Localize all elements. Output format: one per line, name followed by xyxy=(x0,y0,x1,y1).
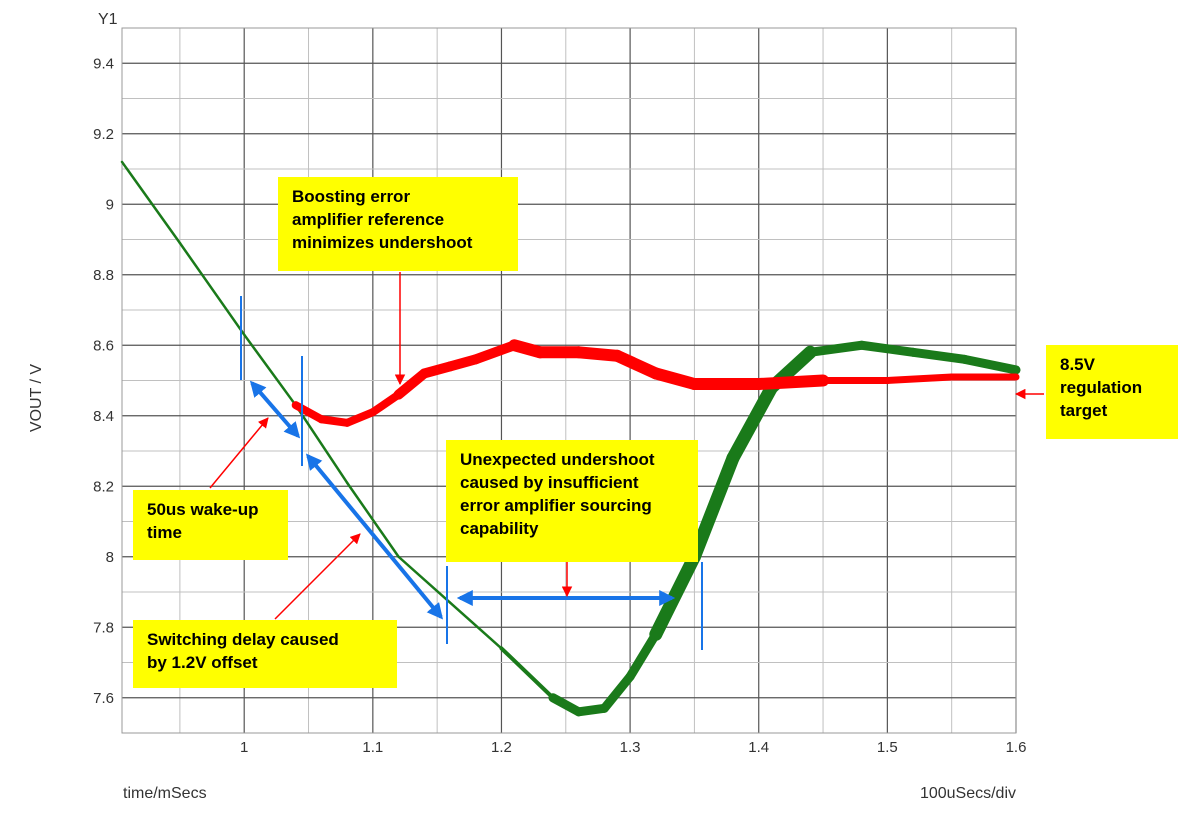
y-tick-label: 8.8 xyxy=(93,267,114,284)
undershoot-note-line: error amplifier sourcing xyxy=(460,496,652,515)
x-tick-label: 1.3 xyxy=(620,739,641,756)
series-green-line-segment xyxy=(448,601,503,650)
series-green-line-segment xyxy=(625,629,661,682)
boost-note: Boosting error amplifier reference minim… xyxy=(278,177,518,271)
plot-frame xyxy=(121,27,1017,734)
wake-note-line: 50us wake-up xyxy=(147,500,259,519)
series-red-line-segment xyxy=(611,349,662,380)
wake-note-line: time xyxy=(147,523,182,542)
trace-label: Y1 xyxy=(98,11,118,28)
series-green-line-segment xyxy=(805,340,867,357)
target-note: 8.5V regulation target xyxy=(1046,345,1178,439)
y-tick-label: 8.6 xyxy=(93,337,114,354)
target-note-line: 8.5V xyxy=(1060,355,1095,374)
series-red-line-segment xyxy=(470,340,520,365)
series-green-line-segment xyxy=(599,672,635,713)
delay-note-line: by 1.2V offset xyxy=(147,653,258,672)
delay-callout-arrow xyxy=(274,533,361,620)
target-note-line: regulation xyxy=(1060,378,1143,397)
series-green-line-segment xyxy=(857,340,918,357)
series-green-line-segment xyxy=(726,381,779,465)
y-tick-label: 8.4 xyxy=(93,408,114,425)
x-tick-label: 1.6 xyxy=(1006,739,1027,756)
switching-delay-arrow xyxy=(305,453,444,620)
series-red-line-segment xyxy=(317,415,352,427)
series-red-line-segment xyxy=(883,373,956,384)
series-green-line-segment xyxy=(499,646,555,700)
y-tick-label: 9.2 xyxy=(93,126,114,143)
y-tick-label: 7.6 xyxy=(93,690,114,707)
x-tick-label: 1.5 xyxy=(877,739,898,756)
x-tick-labels: 1 1.1 1.2 1.3 1.4 1.5 1.6 xyxy=(240,739,1026,756)
y-tick-label: 8.2 xyxy=(93,478,114,495)
series-green-line-segment xyxy=(649,550,701,641)
x-axis-label: time/mSecs xyxy=(123,785,207,802)
target-note-line: target xyxy=(1060,401,1108,420)
series-red-line-segment xyxy=(393,368,430,400)
x-scale-label: 100uSecs/div xyxy=(920,785,1016,802)
x-tick-label: 1 xyxy=(240,739,248,756)
undershoot-note: Unexpected undershoot caused by insuffic… xyxy=(446,440,698,562)
undershoot-note-line: capability xyxy=(460,519,539,538)
y-tick-label: 7.8 xyxy=(93,619,114,636)
y-tick-label: 9.4 xyxy=(93,55,114,72)
wake-callout-arrow xyxy=(209,417,269,489)
timing-markers xyxy=(240,296,703,650)
boost-note-line: amplifier reference xyxy=(292,210,445,229)
series-green-line-segment xyxy=(178,241,246,336)
callout-arrows xyxy=(209,272,1044,620)
delay-note: Switching delay caused by 1.2V offset xyxy=(133,620,397,688)
y-tick-label: 8 xyxy=(106,549,114,566)
boost-note-line: minimizes undershoot xyxy=(292,233,473,252)
series-green-line-segment xyxy=(548,693,584,717)
wake-time-arrow xyxy=(249,380,301,439)
y-axis-label: VOUT / V xyxy=(28,364,45,432)
series-red-line-segment xyxy=(343,408,377,427)
series-red-line-segment xyxy=(752,374,830,391)
series-layer xyxy=(120,160,1021,717)
x-tick-label: 1.2 xyxy=(491,739,512,756)
undershoot-note-line: Unexpected undershoot xyxy=(460,450,655,469)
series-red-line-segment xyxy=(368,390,403,417)
x-tick-label: 1.1 xyxy=(362,739,383,756)
series-red-line-segment xyxy=(649,367,701,391)
delay-note-line: Switching delay caused xyxy=(147,630,339,649)
boost-note-line: Boosting error xyxy=(292,187,411,206)
series-green-line-segment xyxy=(120,160,182,245)
series-green-line-segment xyxy=(960,354,1021,375)
series-green-line-segment xyxy=(908,347,970,364)
x-tick-label: 1.4 xyxy=(748,739,769,756)
series-green-line-segment xyxy=(687,451,740,564)
undershoot-note-line: caused by insufficient xyxy=(460,473,639,492)
y-tick-labels: 7.6 7.8 8 8.2 8.4 8.6 8.8 9 9.2 9.4 xyxy=(93,55,114,707)
wake-note: 50us wake-up time xyxy=(133,490,288,560)
y-tick-label: 9 xyxy=(106,196,114,213)
series-red-line-segment xyxy=(572,346,624,362)
